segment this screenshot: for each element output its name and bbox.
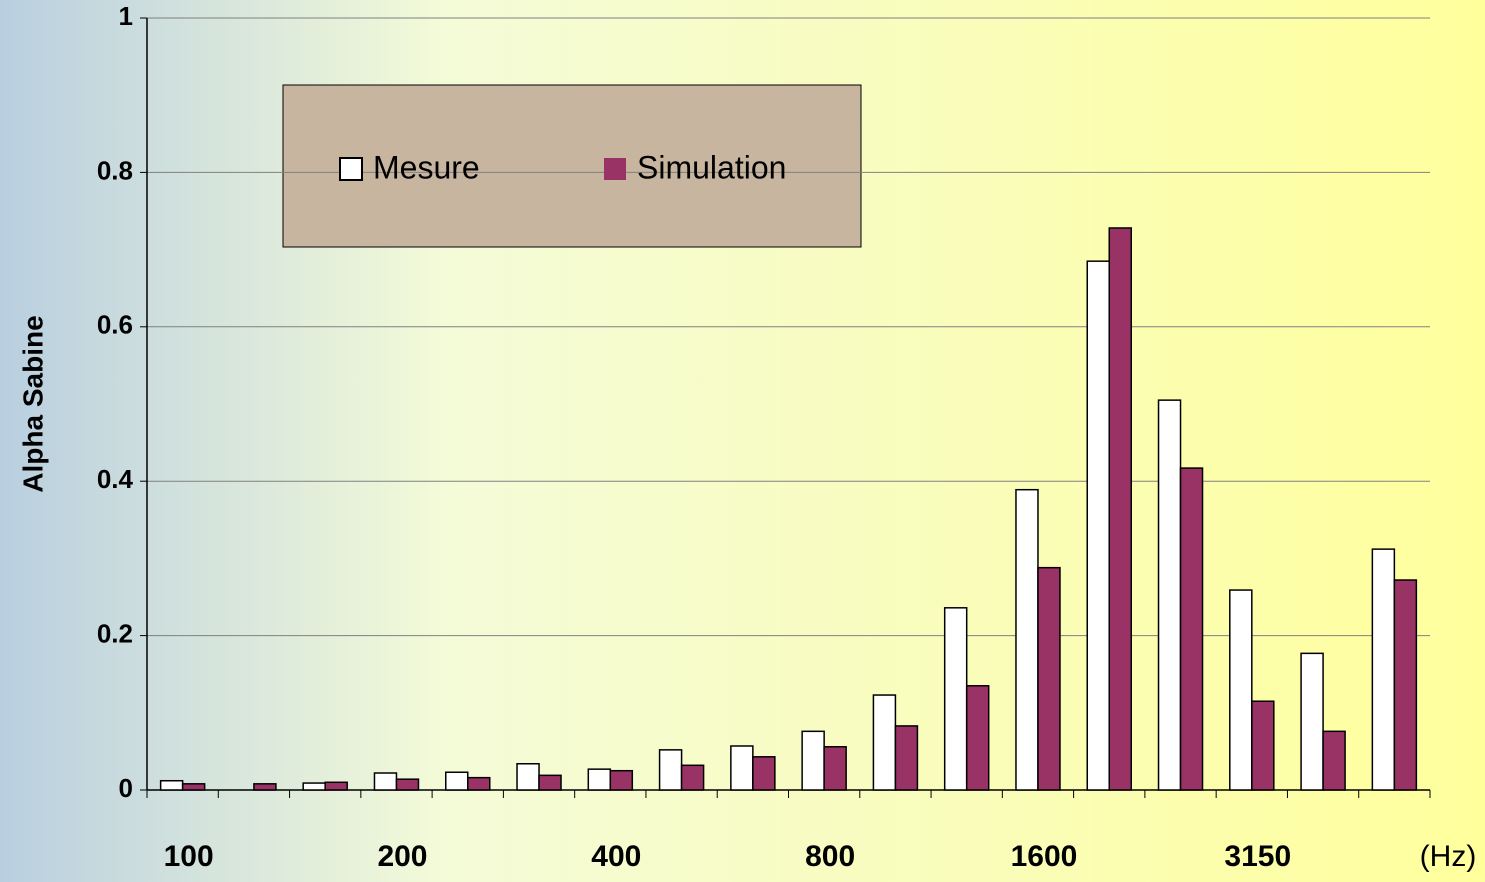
x-tick-label: 400 bbox=[591, 840, 641, 873]
bar bbox=[1322, 730, 1346, 791]
x-tick-label: 800 bbox=[805, 840, 855, 873]
y-tick-label: 0.2 bbox=[97, 618, 133, 648]
bar bbox=[1157, 399, 1182, 791]
bar bbox=[1015, 488, 1039, 791]
bar bbox=[680, 764, 705, 791]
y-tick-label: 0.4 bbox=[97, 464, 134, 494]
bar bbox=[894, 725, 919, 791]
y-tick-label: 0.8 bbox=[97, 155, 133, 185]
bar bbox=[1108, 227, 1132, 791]
bar bbox=[324, 781, 348, 791]
legend-swatch bbox=[339, 157, 363, 181]
bar bbox=[823, 746, 847, 791]
y-axis-label: Alpha Sabine bbox=[17, 315, 48, 492]
y-tick-label: 1 bbox=[119, 1, 133, 31]
bar bbox=[730, 745, 754, 791]
legend-label: Simulation bbox=[637, 149, 786, 185]
bar bbox=[181, 783, 206, 791]
bar bbox=[253, 783, 277, 791]
x-tick-label: 100 bbox=[164, 840, 214, 873]
bar bbox=[658, 749, 683, 791]
bar bbox=[943, 607, 968, 791]
bar bbox=[516, 763, 540, 791]
bar bbox=[1251, 700, 1275, 791]
bar bbox=[373, 772, 398, 791]
x-tick-label: 3150 bbox=[1224, 840, 1291, 873]
bar bbox=[467, 776, 491, 791]
x-tick-label: 200 bbox=[377, 840, 427, 873]
bar bbox=[302, 782, 326, 791]
bar bbox=[872, 694, 897, 791]
bar bbox=[1393, 579, 1418, 791]
bar bbox=[538, 774, 562, 791]
bar bbox=[445, 771, 469, 791]
bar bbox=[395, 778, 420, 791]
x-tick-label: 1600 bbox=[1011, 840, 1078, 873]
bar bbox=[1229, 589, 1253, 791]
bar bbox=[1179, 467, 1204, 791]
bar bbox=[965, 685, 990, 791]
legend-box bbox=[282, 84, 862, 248]
bar bbox=[801, 730, 825, 791]
bar bbox=[1086, 260, 1110, 791]
legend-label: Mesure bbox=[373, 149, 480, 185]
bar bbox=[752, 756, 776, 791]
y-tick-label: 0 bbox=[119, 773, 133, 803]
legend-swatch bbox=[604, 158, 626, 180]
bar bbox=[609, 769, 634, 791]
bar bbox=[1300, 652, 1324, 791]
bar bbox=[1371, 548, 1396, 791]
y-tick-label: 0.6 bbox=[97, 310, 133, 340]
bar bbox=[159, 779, 184, 791]
bar bbox=[587, 768, 612, 791]
bar bbox=[1037, 566, 1061, 791]
x-unit: (Hz) bbox=[1420, 840, 1477, 873]
